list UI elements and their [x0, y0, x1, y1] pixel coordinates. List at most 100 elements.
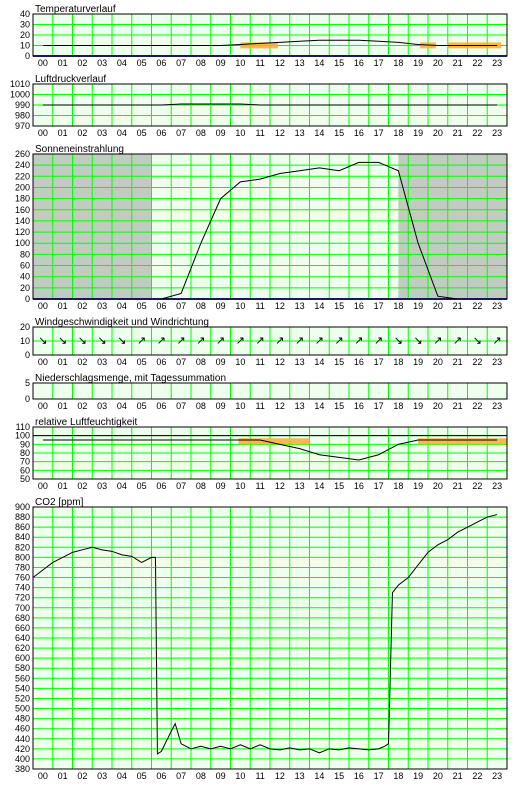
x-tick-label: 19: [413, 481, 423, 491]
x-tick-label: 22: [472, 58, 482, 68]
x-tick-label: 17: [374, 58, 384, 68]
x-tick-label: 05: [137, 58, 147, 68]
chart-title: Luftdruckverlauf: [35, 74, 106, 85]
x-tick-label: 08: [196, 128, 206, 138]
x-tick-label: 18: [393, 128, 403, 138]
x-tick-label: 10: [235, 58, 245, 68]
x-tick-label: 15: [334, 357, 344, 367]
x-tick-label: 11: [255, 357, 264, 367]
x-tick-label: 05: [137, 481, 147, 491]
x-tick-label: 20: [433, 481, 443, 491]
x-tick-label: 04: [117, 771, 127, 781]
x-tick-label: 13: [295, 58, 305, 68]
x-tick-label: 05: [137, 401, 147, 411]
x-tick-label: 11: [255, 481, 264, 491]
x-tick-label: 07: [176, 301, 186, 311]
x-tick-label: 08: [196, 357, 206, 367]
x-tick-label: 21: [453, 128, 463, 138]
x-tick-label: 14: [314, 128, 324, 138]
svg-text:840: 840: [15, 532, 30, 542]
svg-text:↗: ↗: [275, 335, 284, 347]
x-tick-label: 19: [413, 301, 423, 311]
x-tick-label: 01: [58, 771, 68, 781]
svg-text:980: 980: [15, 111, 30, 121]
svg-text:20: 20: [20, 322, 30, 332]
x-tick-label: 02: [77, 771, 87, 781]
x-tick-label: 01: [58, 481, 68, 491]
svg-text:1010: 1010: [10, 79, 30, 89]
x-tick-label: 20: [433, 357, 443, 367]
x-tick-label: 12: [275, 58, 285, 68]
x-tick-label: 21: [453, 481, 463, 491]
svg-text:80: 80: [20, 249, 30, 259]
svg-text:520: 520: [15, 693, 30, 703]
svg-text:↘: ↘: [414, 335, 423, 347]
svg-text:460: 460: [15, 724, 30, 734]
x-tick-label: 07: [176, 128, 186, 138]
charts-host: Temperaturverlauf01020304000010203040506…: [0, 2, 518, 783]
svg-text:640: 640: [15, 633, 30, 643]
x-tick-label: 23: [492, 771, 502, 781]
x-tick-label: 20: [433, 58, 443, 68]
svg-text:5: 5: [25, 378, 30, 388]
svg-text:0: 0: [25, 294, 30, 304]
svg-text:↘: ↘: [117, 335, 126, 347]
x-tick-label: 07: [176, 58, 186, 68]
x-tick-label: 09: [216, 301, 226, 311]
svg-text:400: 400: [15, 754, 30, 764]
svg-text:30: 30: [20, 20, 30, 30]
x-tick-label: 00: [38, 401, 48, 411]
x-tick-label: 10: [235, 481, 245, 491]
x-tick-label: 14: [314, 771, 324, 781]
svg-text:660: 660: [15, 623, 30, 633]
x-tick-label: 17: [374, 771, 384, 781]
svg-text:420: 420: [15, 744, 30, 754]
x-tick-label: 14: [314, 58, 324, 68]
x-tick-label: 11: [255, 401, 264, 411]
svg-text:↗: ↗: [216, 335, 225, 347]
x-tick-label: 16: [354, 58, 364, 68]
x-tick-label: 01: [58, 357, 68, 367]
svg-text:↘: ↘: [98, 335, 107, 347]
x-tick-label: 22: [472, 401, 482, 411]
x-tick-label: 11: [255, 128, 264, 138]
svg-text:380: 380: [15, 764, 30, 774]
svg-text:40: 40: [20, 9, 30, 19]
x-tick-label: 02: [77, 301, 87, 311]
svg-text:60: 60: [20, 465, 30, 475]
svg-text:0: 0: [25, 394, 30, 404]
svg-text:60: 60: [20, 261, 30, 271]
svg-text:↗: ↗: [137, 335, 146, 347]
x-tick-label: 11: [255, 301, 264, 311]
x-tick-label: 12: [275, 401, 285, 411]
x-tick-label: 06: [156, 301, 166, 311]
x-tick-label: 08: [196, 301, 206, 311]
x-tick-label: 19: [413, 401, 423, 411]
x-tick-label: 06: [156, 401, 166, 411]
x-tick-label: 02: [77, 401, 87, 411]
svg-text:820: 820: [15, 542, 30, 552]
x-tick-label: 07: [176, 481, 186, 491]
x-tick-label: 19: [413, 128, 423, 138]
x-tick-label: 15: [334, 771, 344, 781]
svg-text:500: 500: [15, 704, 30, 714]
x-tick-label: 06: [156, 128, 166, 138]
x-tick-label: 23: [492, 357, 502, 367]
x-tick-label: 13: [295, 301, 305, 311]
x-tick-label: 16: [354, 301, 364, 311]
svg-text:740: 740: [15, 583, 30, 593]
x-tick-label: 17: [374, 357, 384, 367]
x-tick-label: 13: [295, 481, 305, 491]
chart-block-humidity: relative Luftfeuchtigkeit506070809010011…: [0, 415, 518, 493]
chart-block-wind: Windgeschwindigkeit und Windrichtung↘↘↘↘…: [0, 315, 518, 369]
x-tick-label: 09: [216, 58, 226, 68]
x-tick-label: 16: [354, 128, 364, 138]
svg-text:700: 700: [15, 603, 30, 613]
svg-text:100: 100: [15, 431, 30, 441]
svg-text:70: 70: [20, 457, 30, 467]
x-tick-label: 22: [472, 128, 482, 138]
x-tick-label: 00: [38, 771, 48, 781]
x-tick-label: 11: [255, 771, 264, 781]
x-tick-label: 00: [38, 357, 48, 367]
svg-text:↗: ↗: [196, 335, 205, 347]
